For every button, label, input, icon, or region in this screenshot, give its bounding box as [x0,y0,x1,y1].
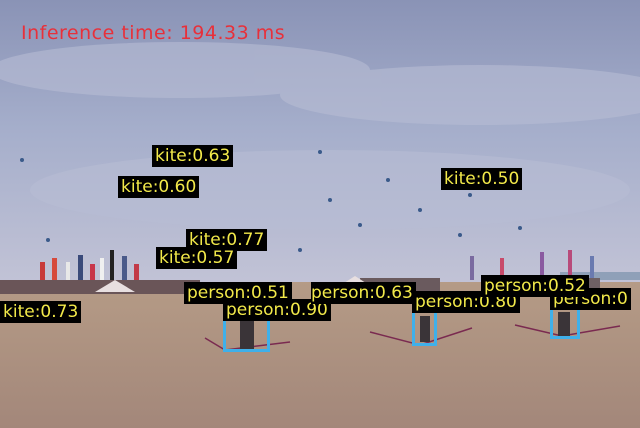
detection-label: kite:0.57 [156,247,238,269]
flag-banners [40,250,594,284]
sea-horizon [560,272,640,280]
detection-label: kite:0.63 [152,145,234,167]
people-silhouettes [240,312,570,350]
detection-label: kite:0.60 [118,176,200,198]
detection-label: person:0.90 [223,299,331,321]
detection-label: person:0.63 [311,282,416,304]
bounding-box-person [550,306,580,339]
clouds [0,42,640,230]
detection-label: person:0.51 [184,282,292,304]
detection-label: kite:0.50 [441,168,523,190]
detection-label: kite:0.77 [186,229,268,251]
inference-time-text: Inference time: 194.33 ms [21,22,286,44]
detection-label: person:0.52 [481,275,589,297]
small-kites [20,150,522,252]
detection-label: kite:0.73 [0,301,82,323]
